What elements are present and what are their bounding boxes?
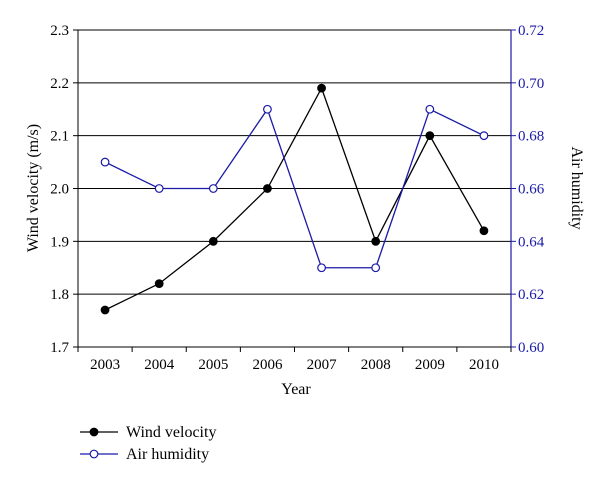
wind-velocity-point: [371, 236, 381, 246]
wind-velocity-point: [425, 131, 435, 141]
x-tick-label: 2008: [361, 357, 391, 373]
x-tick-label: 2004: [144, 357, 175, 373]
x-axis-title: Year: [281, 381, 311, 398]
wind-velocity-point: [317, 83, 326, 93]
series-layer: [100, 83, 489, 315]
wind-velocity-point: [479, 226, 489, 236]
x-tick-label: 2005: [198, 357, 228, 373]
wind-velocity-line: [104, 86, 485, 311]
right-tick-label: 0.72: [518, 23, 544, 39]
right-tick-label: 0.66: [518, 182, 545, 198]
legend-marker-air-humidity: [89, 449, 99, 459]
air-humidity-point: [208, 184, 218, 193]
right-tick-label: 0.60: [518, 340, 544, 356]
left-tick-label: 1.7: [50, 340, 69, 356]
legend: Wind velocity Air humidity: [80, 424, 216, 463]
air-humidity-point: [317, 263, 326, 273]
x-tick-label: 2010: [469, 357, 499, 373]
left-tick-label: 2.0: [50, 182, 69, 198]
left-tick-label: 2.1: [50, 129, 69, 145]
right-tick-label: 0.68: [518, 129, 544, 145]
y-left-axis-title: Wind velocity (m/s): [25, 124, 42, 252]
wind-velocity-point: [100, 305, 110, 315]
wind-velocity-point: [208, 236, 218, 246]
x-tick-label: 2006: [252, 357, 283, 373]
x-tick-label: 2009: [415, 357, 445, 373]
air-humidity-line: [104, 107, 485, 269]
x-axis-ticks: 2003 2004 2005 2006 2007 2008 2009 2010: [77, 347, 512, 373]
left-tick-label: 1.8: [50, 287, 69, 303]
left-tick-label: 2.2: [50, 76, 69, 92]
left-y-axis-ticks: 1.7 1.8 1.9 2.0 2.1 2.2 2.3: [50, 23, 78, 356]
wind-velocity-point: [263, 184, 272, 193]
right-tick-label: 0.62: [518, 287, 544, 303]
air-humidity-point: [479, 131, 489, 141]
air-humidity-point: [100, 157, 110, 167]
y-right-axis-title: Air humidity: [568, 146, 585, 229]
legend-label-air-humidity: Air humidity: [126, 446, 209, 463]
x-tick-label: 2007: [307, 357, 338, 373]
legend-label-wind-velocity: Wind velocity: [126, 424, 216, 441]
left-tick-label: 2.3: [50, 23, 69, 39]
right-tick-label: 0.64: [518, 234, 545, 250]
legend-marker-wind-velocity: [89, 427, 99, 437]
left-tick-label: 1.9: [50, 234, 69, 250]
air-humidity-point: [154, 184, 164, 193]
air-humidity-point: [425, 104, 435, 114]
wind-velocity-point: [154, 279, 164, 289]
air-humidity-point: [263, 104, 272, 114]
air-humidity-point: [371, 263, 381, 273]
right-y-axis-ticks: 0.60 0.62 0.64 0.66 0.68 0.70 0.72: [511, 23, 545, 356]
x-tick-label: 2003: [90, 357, 120, 373]
right-tick-label: 0.70: [518, 76, 544, 92]
